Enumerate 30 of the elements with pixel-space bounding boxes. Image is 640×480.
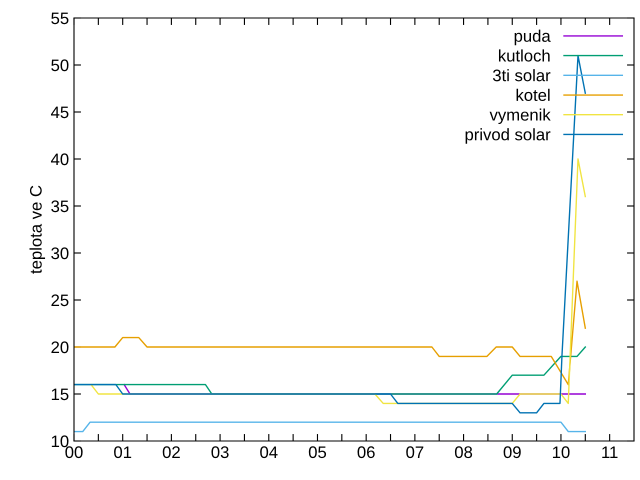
- y-tick-label: 25: [51, 294, 68, 306]
- x-tick-label: 00: [65, 446, 83, 458]
- x-tick-label: 08: [454, 446, 472, 458]
- y-tick-label: 50: [51, 59, 68, 72]
- y-tick-label: 10: [52, 435, 68, 448]
- x-tick-label: 11: [602, 446, 618, 458]
- x-tick-label: 10: [552, 446, 570, 458]
- legend-label: 3ti solar: [492, 69, 550, 82]
- legend-label: kutloch: [498, 49, 550, 62]
- y-tick-label: 20: [51, 341, 68, 354]
- y-tick-label: 45: [50, 106, 68, 118]
- x-tick-label: 07: [406, 446, 424, 458]
- y-tick-label: 55: [51, 12, 68, 24]
- x-tick-label: 03: [211, 446, 229, 458]
- x-tick-label: 05: [308, 446, 326, 458]
- y-tick-label: 15: [52, 388, 68, 400]
- line-series: [74, 280, 586, 386]
- x-tick-label: 01: [114, 446, 132, 458]
- y-tick-label: 30: [51, 247, 68, 260]
- x-tick-label: 02: [162, 446, 180, 458]
- x-tick-label: 04: [260, 446, 278, 458]
- x-tick-label: 06: [358, 446, 375, 458]
- y-tick-label: 35: [51, 200, 68, 212]
- legend-label: puda: [514, 30, 551, 46]
- x-tick-label: 09: [504, 446, 521, 458]
- y-tick-label: 40: [50, 153, 68, 166]
- legend-label: vymenik: [490, 108, 551, 124]
- legend-label: kotel: [516, 88, 550, 102]
- legend-label: privod solar: [466, 128, 550, 144]
- y-axis-title: teplota ve C: [30, 186, 46, 274]
